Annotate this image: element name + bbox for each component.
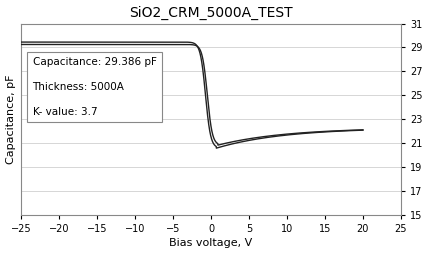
Title: SiO2_CRM_5000A_TEST: SiO2_CRM_5000A_TEST [129, 6, 293, 20]
Y-axis label: Capacitance, pF: Capacitance, pF [6, 75, 15, 164]
X-axis label: Bias voltage, V: Bias voltage, V [169, 239, 253, 248]
Text: Capacitance: 29.386 pF

Thickness: 5000A

K- value: 3.7: Capacitance: 29.386 pF Thickness: 5000A … [33, 57, 156, 117]
